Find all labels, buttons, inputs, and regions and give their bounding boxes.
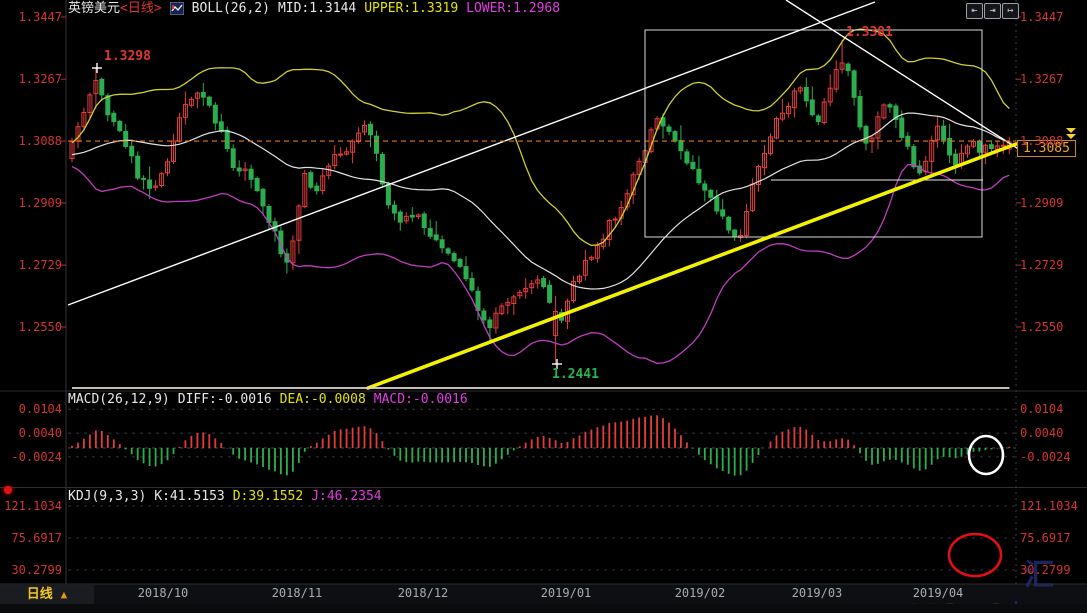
expand-horizontal-icon[interactable]: ⇥: [984, 3, 1001, 19]
period-tab-arrow-icon: ▲: [60, 588, 68, 601]
period-tab-label: 日线: [26, 587, 53, 602]
pan-right-icon[interactable]: ↦: [1002, 3, 1019, 19]
compress-horizontal-icon[interactable]: ⇤: [966, 3, 983, 19]
period-tab[interactable]: 日线 ▲: [0, 585, 94, 605]
chart-scrollbar[interactable]: [0, 604, 1087, 613]
